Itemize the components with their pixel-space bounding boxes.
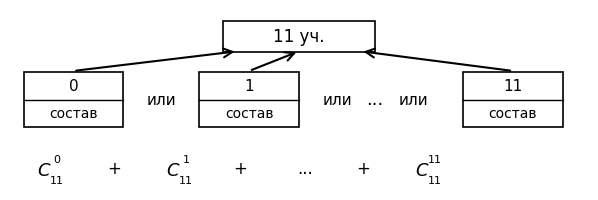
- Text: 0: 0: [53, 154, 60, 164]
- Text: 11: 11: [50, 175, 64, 185]
- Text: 1: 1: [182, 154, 190, 164]
- Text: или: или: [147, 93, 176, 107]
- Text: ...: ...: [297, 160, 313, 178]
- FancyBboxPatch shape: [223, 22, 375, 53]
- Text: +: +: [356, 160, 370, 178]
- Text: состав: состав: [225, 107, 273, 121]
- FancyBboxPatch shape: [199, 73, 299, 127]
- Text: или: или: [322, 93, 352, 107]
- FancyBboxPatch shape: [463, 73, 563, 127]
- Text: +: +: [108, 160, 121, 178]
- Text: 11: 11: [179, 175, 193, 185]
- Text: 11: 11: [428, 154, 442, 164]
- Text: +: +: [233, 160, 248, 178]
- Text: 0: 0: [69, 79, 78, 94]
- Text: или: или: [398, 93, 428, 107]
- Text: $\mathit{C}$: $\mathit{C}$: [37, 162, 51, 180]
- Text: состав: состав: [49, 107, 97, 121]
- Text: 11 уч.: 11 уч.: [273, 28, 325, 46]
- FancyBboxPatch shape: [23, 73, 123, 127]
- Text: состав: состав: [489, 107, 537, 121]
- Text: ...: ...: [367, 91, 384, 109]
- Text: $\mathit{C}$: $\mathit{C}$: [166, 162, 180, 180]
- Text: 11: 11: [504, 79, 523, 94]
- Text: 11: 11: [428, 175, 442, 185]
- Text: $\mathit{C}$: $\mathit{C}$: [415, 162, 429, 180]
- Text: 1: 1: [245, 79, 254, 94]
